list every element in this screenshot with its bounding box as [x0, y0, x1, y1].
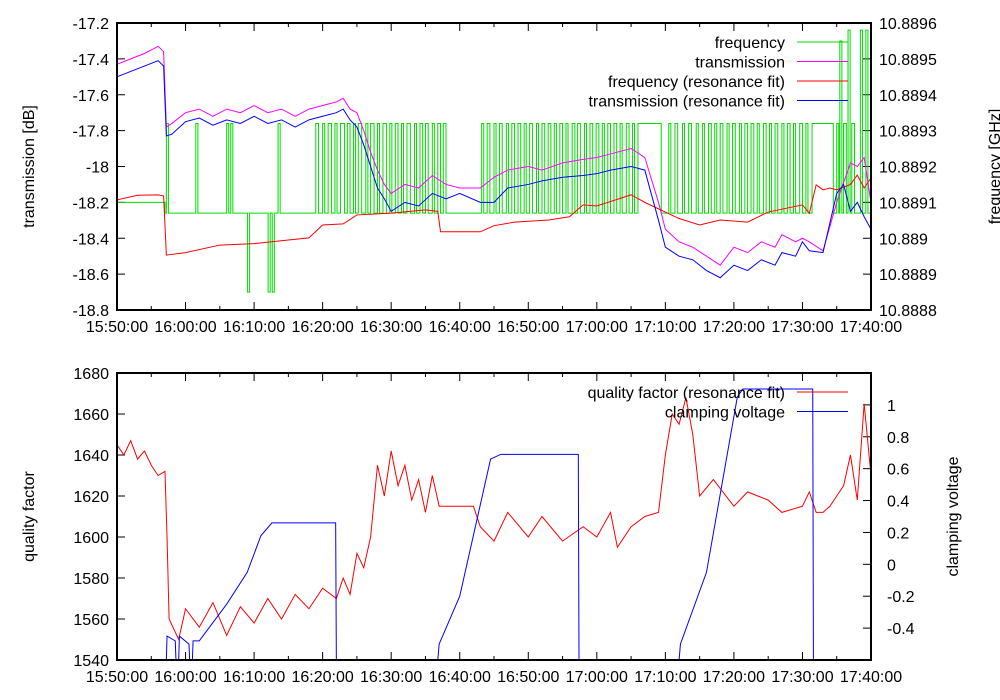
- x-tick-label: 16:00:00: [154, 319, 216, 336]
- y2-tick-label: 10.889: [879, 231, 928, 248]
- y2-tick-label: 10.8889: [879, 267, 937, 284]
- legend-label: frequency: [715, 35, 785, 52]
- y2-tick-label: 0.2: [887, 525, 909, 542]
- series-line-frequency-resonance-fit: [117, 174, 871, 256]
- y2-tick-label: 0: [887, 557, 896, 574]
- legend-label: transmission (resonance fit): [588, 94, 785, 111]
- x-tick-label: 16:30:00: [360, 669, 422, 686]
- x-tick-label: 17:20:00: [703, 319, 765, 336]
- y2-tick-label: 1: [887, 398, 896, 415]
- plot-frame: [116, 22, 872, 311]
- x-tick-label: 17:00:00: [566, 669, 628, 686]
- y-tick-label: 1680: [73, 366, 109, 383]
- x-tick-label: 16:10:00: [223, 319, 285, 336]
- x-tick-label: 15:50:00: [86, 319, 148, 336]
- y2-axis-label: clamping voltage: [945, 456, 962, 576]
- legend-label: frequency (resonance fit): [608, 74, 785, 91]
- y-tick-label: -17.2: [73, 16, 110, 33]
- x-tick-label: 16:10:00: [223, 669, 285, 686]
- plot-frame: [116, 372, 872, 661]
- y-tick-label: 1540: [73, 653, 109, 670]
- y2-tick-label: 10.8891: [879, 195, 937, 212]
- y-tick-label: -17.4: [73, 52, 110, 69]
- x-tick-label: 16:50:00: [497, 669, 559, 686]
- plot-area: [117, 388, 871, 660]
- y-tick-label: -18.6: [73, 267, 110, 284]
- x-tick-label: 17:30:00: [771, 669, 833, 686]
- y2-tick-label: -0.4: [887, 621, 915, 638]
- x-tick-label: 17:30:00: [771, 319, 833, 336]
- legend-label: clamping voltage: [665, 405, 785, 422]
- y-tick-label: -18.4: [73, 231, 110, 248]
- x-tick-label: 16:20:00: [291, 319, 353, 336]
- x-tick-label: 17:00:00: [566, 319, 628, 336]
- x-tick-label: 17:20:00: [703, 669, 765, 686]
- y2-tick-label: 0.8: [887, 430, 909, 447]
- panel-1: 15:50:00 16:00:00 16:10:00 16:20:00 16:30:00…: [21, 16, 1000, 336]
- x-tick-label: 17:40:00: [840, 669, 902, 686]
- y-tick-label: 1660: [73, 407, 109, 424]
- y-tick-label: -18.8: [73, 303, 110, 320]
- y-tick-label: -18.2: [73, 195, 110, 212]
- y-tick-label: -17.6: [73, 88, 110, 105]
- series-line-quality-factor-resonance-fit: [117, 397, 871, 642]
- x-tick-label: 16:40:00: [429, 669, 491, 686]
- y2-tick-label: 10.8894: [879, 88, 937, 105]
- y-axis-label: quality factor: [21, 470, 38, 561]
- y2-tick-label: 10.8895: [879, 52, 937, 69]
- y2-tick-label: 0.6: [887, 462, 909, 479]
- y-tick-label: 1640: [73, 448, 109, 465]
- legend-label: quality factor (resonance fit): [588, 385, 785, 402]
- series-line-frequency: [117, 29, 871, 293]
- y-tick-label: -17.8: [73, 124, 110, 141]
- plot-area: [117, 29, 871, 293]
- x-tick-label: 16:40:00: [429, 319, 491, 336]
- y-axis-label: transmission [dB]: [21, 105, 38, 228]
- x-tick-label: 16:20:00: [291, 669, 353, 686]
- y-tick-label: 1580: [73, 571, 109, 588]
- series-line-clamping-voltage: [165, 388, 814, 660]
- x-tick-label: 17:10:00: [634, 669, 696, 686]
- x-tick-label: 17:40:00: [840, 319, 902, 336]
- y2-axis-label: frequency [GHz]: [987, 109, 1000, 225]
- panel-2: 15:50:00 16:00:00 16:10:00 16:20:00 16:30:00…: [21, 366, 962, 686]
- x-tick-label: 17:10:00: [634, 319, 696, 336]
- x-tick-label: 15:50:00: [86, 669, 148, 686]
- y2-tick-label: 10.8888: [879, 303, 937, 320]
- legend-label: transmission: [695, 55, 785, 72]
- series-line-transmission: [117, 45, 871, 266]
- y2-tick-label: 10.8893: [879, 124, 937, 141]
- y2-tick-label: 10.8896: [879, 16, 937, 33]
- y-tick-label: 1560: [73, 612, 109, 629]
- y-tick-label: -18: [86, 160, 109, 177]
- y2-tick-label: 10.8892: [879, 160, 937, 177]
- x-tick-label: 16:00:00: [154, 669, 216, 686]
- series-line-transmission-resonance-fit: [117, 60, 871, 279]
- y-tick-label: 1620: [73, 489, 109, 506]
- y2-tick-label: 0.4: [887, 494, 909, 511]
- x-tick-label: 16:50:00: [497, 319, 559, 336]
- y-tick-label: 1600: [73, 530, 109, 547]
- y2-tick-label: -0.2: [887, 589, 915, 606]
- x-tick-label: 16:30:00: [360, 319, 422, 336]
